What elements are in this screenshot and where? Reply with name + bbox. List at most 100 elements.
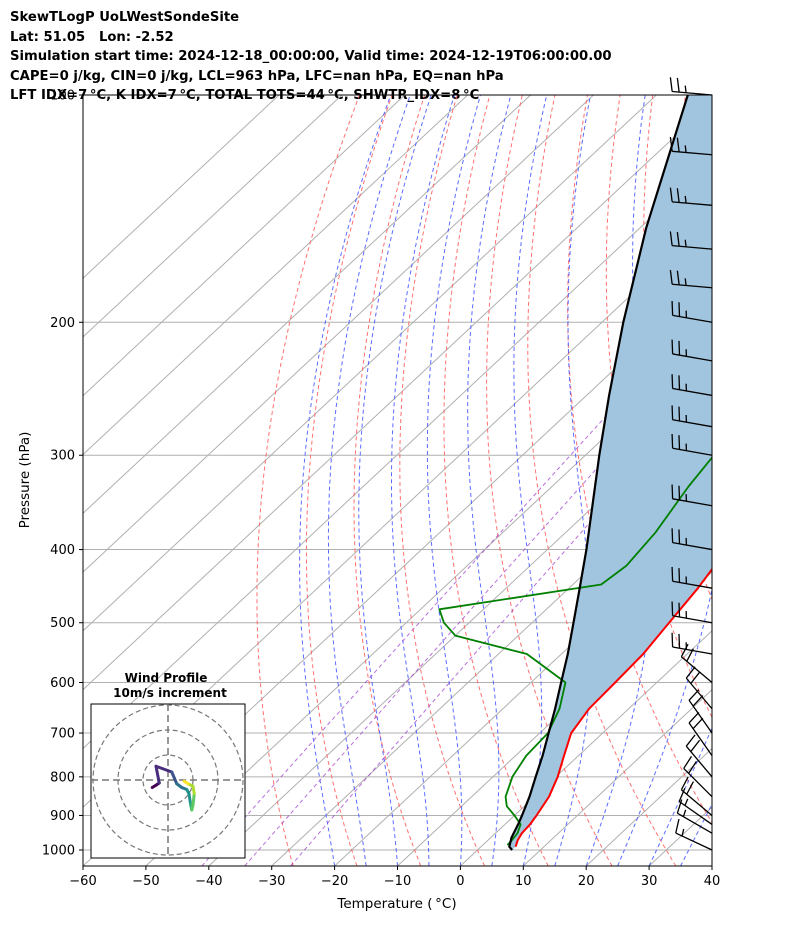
barb-flag — [669, 187, 673, 202]
moist-adiabat — [711, 864, 712, 866]
header-cape-cin: CAPE=0 j/kg, CIN=0 j/kg, LCL=963 hPa, LF… — [10, 68, 504, 84]
barb-flag — [678, 529, 681, 544]
wind-barb — [678, 788, 713, 825]
barb-flag — [692, 695, 704, 707]
barb-flag — [678, 375, 681, 390]
barb-flag — [690, 671, 701, 684]
y-tick-label: 800 — [50, 770, 75, 785]
barb-half-flag — [684, 195, 687, 204]
barb-half-flag — [684, 278, 687, 286]
barb-half-flag — [684, 85, 687, 93]
hodograph-segment — [187, 792, 192, 806]
barb-flag — [678, 406, 681, 421]
barb-flag — [683, 756, 693, 769]
x-tick-label: −30 — [258, 874, 285, 889]
y-tick-label: 1000 — [42, 844, 75, 859]
wind-barb — [676, 799, 713, 834]
moist-adiabat — [648, 726, 712, 866]
barb-half-flag — [684, 239, 687, 247]
mixing-ratio-line — [290, 383, 712, 866]
barb-flag — [676, 231, 680, 247]
isotherm-line — [334, 512, 712, 866]
moist-adiabat — [467, 95, 512, 866]
barb-flag — [678, 485, 681, 501]
y-tick-label: 500 — [50, 616, 75, 631]
cape-cin-shading — [509, 95, 712, 850]
chart-header: SkewTLogP UoLWestSondeSite Lat: 51.05 Lo… — [10, 8, 612, 106]
wind-barb — [669, 269, 713, 289]
hodograph-inset: Wind Profile 10m/s increment — [90, 671, 246, 859]
wind-barb — [671, 374, 713, 397]
barb-flag — [678, 602, 681, 618]
moist-adiabat — [327, 95, 411, 866]
barb-flag — [690, 739, 701, 752]
x-tick-label: 40 — [704, 874, 721, 889]
isotherm-line — [83, 95, 657, 632]
wind-barb — [669, 231, 713, 250]
wind-barb — [675, 818, 713, 851]
x-axis-label: Temperature ( °C) — [336, 896, 456, 912]
y-tick-label: 200 — [50, 316, 75, 331]
x-tick-label: −10 — [384, 874, 411, 889]
barb-flag — [678, 633, 681, 649]
x-tick-label: −60 — [69, 874, 96, 889]
barb-half-flag — [681, 828, 685, 837]
barb-shaft — [672, 646, 713, 655]
hodograph-subtitle: 10m/s increment — [113, 686, 227, 700]
axis-ticks: −60 −50 −40 −30 −20 −10 0 10 20 30 40 100 200 300 400 5… — [42, 89, 720, 890]
isotherm-line — [83, 95, 469, 456]
barb-shaft — [675, 832, 713, 851]
barb-flag — [692, 717, 704, 730]
hodograph-segment — [182, 779, 190, 786]
barb-flag — [671, 339, 674, 354]
moist-adiabat — [617, 133, 712, 866]
dry-adiabat — [305, 95, 393, 866]
hodograph-segment — [154, 764, 174, 774]
barb-flag — [676, 137, 680, 152]
wind-barb — [683, 756, 713, 798]
isotherm-line — [83, 95, 280, 279]
isotherm-line — [460, 630, 712, 866]
x-tick-label: −50 — [132, 874, 159, 889]
moist-adiabat — [358, 95, 432, 866]
barb-shaft — [677, 812, 713, 834]
y-tick-label: 700 — [50, 727, 75, 742]
isotherm-line — [397, 571, 712, 866]
barb-flag — [678, 568, 681, 583]
y-axis-label: Pressure (hPa) — [17, 432, 33, 529]
barb-flag — [671, 566, 674, 582]
hodograph-segment — [191, 792, 196, 807]
barb-flag — [669, 77, 673, 92]
barb-shaft — [672, 90, 713, 96]
moist-adiabat — [554, 95, 593, 866]
moist-adiabat — [299, 95, 392, 866]
dry-adiabat — [783, 95, 794, 866]
barb-flag — [669, 269, 673, 285]
barb-half-flag — [684, 798, 689, 806]
y-tick-label: 400 — [50, 543, 75, 558]
wind-barb — [669, 77, 713, 96]
barb-flag — [675, 818, 680, 834]
dry-adiabat — [353, 95, 426, 866]
wind-barb — [671, 339, 713, 362]
barb-flag — [671, 374, 674, 389]
isotherm-line — [522, 688, 712, 866]
barb-flag — [685, 666, 696, 679]
barb-flag — [671, 301, 674, 316]
header-location: Lat: 51.05 Lon: -2.52 — [10, 29, 174, 45]
chart-title: SkewTLogP UoLWestSondeSite — [10, 10, 240, 25]
barb-flag — [676, 799, 683, 814]
x-tick-label: 10 — [515, 874, 532, 889]
mixing-ratio-line — [244, 339, 712, 866]
barb-half-flag — [682, 809, 687, 817]
dry-adiabat — [750, 95, 794, 866]
barb-flag — [671, 632, 674, 648]
wind-barb — [671, 433, 713, 456]
wind-barb — [669, 187, 713, 206]
isotherm-line — [83, 95, 343, 338]
wind-barb — [685, 734, 713, 778]
isotherm-line — [83, 95, 406, 397]
dry-adiabat — [399, 95, 485, 866]
barb-flag — [676, 77, 680, 93]
